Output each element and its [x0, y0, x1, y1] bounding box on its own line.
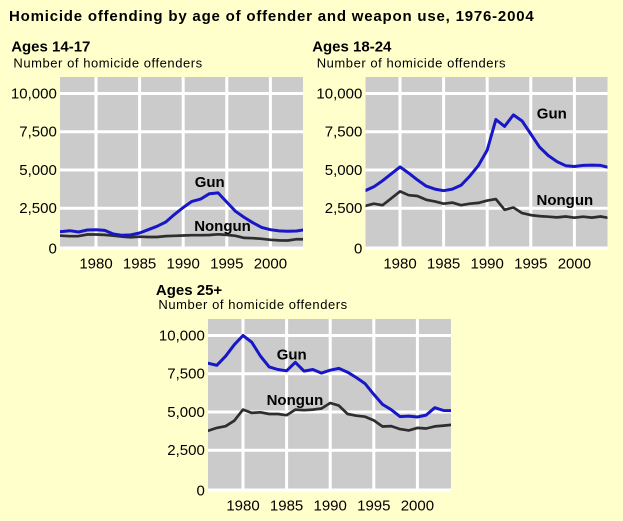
svg-text:2000: 2000: [254, 256, 287, 273]
svg-text:Ages 18-24: Ages 18-24: [312, 39, 392, 56]
svg-text:7,500: 7,500: [167, 366, 205, 383]
svg-text:5,000: 5,000: [325, 162, 363, 179]
svg-text:1980: 1980: [383, 256, 416, 273]
svg-text:2000: 2000: [558, 256, 591, 273]
svg-text:10,000: 10,000: [159, 327, 205, 344]
svg-text:7,500: 7,500: [19, 124, 57, 141]
svg-text:5,000: 5,000: [19, 162, 57, 179]
svg-text:1990: 1990: [314, 498, 347, 515]
svg-text:1985: 1985: [123, 256, 156, 273]
svg-text:10,000: 10,000: [316, 85, 362, 102]
svg-text:Number of homicide offenders: Number of homicide offenders: [317, 55, 506, 70]
svg-text:Homicide offending by age of o: Homicide offending by age of offender an…: [9, 8, 535, 25]
svg-text:10,000: 10,000: [11, 85, 57, 102]
svg-text:1980: 1980: [226, 498, 259, 515]
svg-text:Number of homicide offenders: Number of homicide offenders: [13, 55, 202, 70]
svg-text:Nongun: Nongun: [267, 392, 324, 409]
svg-text:2000: 2000: [401, 498, 434, 515]
svg-text:0: 0: [48, 241, 56, 258]
svg-text:1995: 1995: [210, 256, 243, 273]
svg-text:2,500: 2,500: [19, 200, 57, 217]
svg-text:Ages 25+: Ages 25+: [156, 282, 223, 299]
svg-text:2,500: 2,500: [167, 442, 205, 459]
svg-text:Gun: Gun: [195, 174, 225, 191]
svg-text:0: 0: [354, 241, 362, 258]
svg-text:1985: 1985: [427, 256, 460, 273]
svg-text:Nongun: Nongun: [537, 192, 594, 209]
svg-text:1995: 1995: [514, 256, 547, 273]
svg-text:5,000: 5,000: [167, 404, 205, 421]
svg-text:7,500: 7,500: [325, 124, 363, 141]
svg-text:Number of homicide offenders: Number of homicide offenders: [158, 297, 347, 312]
svg-text:0: 0: [196, 483, 204, 500]
svg-text:1980: 1980: [79, 256, 112, 273]
svg-text:1995: 1995: [357, 498, 390, 515]
svg-text:1985: 1985: [270, 498, 303, 515]
svg-text:1990: 1990: [167, 256, 200, 273]
svg-text:Nongun: Nongun: [194, 218, 251, 235]
svg-text:Gun: Gun: [277, 347, 307, 364]
svg-text:Gun: Gun: [537, 106, 567, 123]
svg-text:1990: 1990: [471, 256, 504, 273]
svg-text:Ages 14-17: Ages 14-17: [11, 39, 90, 56]
svg-text:2,500: 2,500: [325, 200, 363, 217]
